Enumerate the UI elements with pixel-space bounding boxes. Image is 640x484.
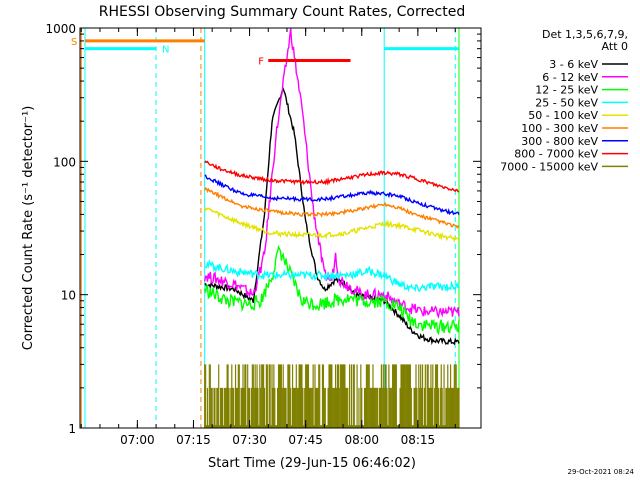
plot-frame bbox=[79, 27, 482, 429]
x-tick-label: 08:15 bbox=[401, 433, 436, 447]
legend-label: 3 - 6 keV bbox=[549, 58, 598, 71]
series-line-3 bbox=[204, 259, 460, 293]
y-axis-ticks: 1 10 100 1000 bbox=[45, 22, 481, 436]
series-line-2 bbox=[204, 244, 460, 336]
y-tick-label: 1 bbox=[68, 422, 76, 436]
x-tick-label: 07:30 bbox=[232, 433, 267, 447]
chart-title: RHESSI Observing Summary Count Rates, Co… bbox=[99, 4, 465, 20]
x-axis-ticks: 07:00 07:15 07:30 07:45 08:00 08:15 bbox=[80, 28, 456, 447]
series-line-7 bbox=[204, 160, 459, 193]
legend-label: 800 - 7000 keV bbox=[514, 148, 598, 161]
x-tick-label: 07:45 bbox=[288, 433, 323, 447]
legend-label: 300 - 800 keV bbox=[521, 135, 598, 148]
y-tick-label: 1000 bbox=[45, 22, 76, 36]
series-line-0 bbox=[204, 86, 460, 346]
series-line-4 bbox=[204, 207, 460, 243]
y-tick-label: 100 bbox=[53, 155, 76, 169]
rate-bars bbox=[204, 364, 460, 428]
series-line-1 bbox=[204, 28, 460, 319]
legend-header-line1: Det 1,3,5,6,7,9, bbox=[542, 28, 628, 41]
flag-label: N bbox=[162, 45, 169, 56]
legend-label: 7000 - 15000 keV bbox=[500, 160, 598, 173]
series-lines bbox=[204, 28, 460, 346]
x-tick-label: 07:15 bbox=[176, 433, 211, 447]
plot-area: S N F bbox=[71, 28, 460, 428]
y-axis-label: Corrected Count Rate (s⁻¹ detector⁻¹) bbox=[21, 106, 36, 351]
legend-label: 50 - 100 keV bbox=[528, 109, 598, 122]
flag-label: F bbox=[258, 57, 264, 68]
flag-label: S bbox=[71, 37, 77, 48]
legend-label: 25 - 50 keV bbox=[535, 96, 598, 109]
x-axis-label: Start Time (29-Jun-15 06:46:02) bbox=[208, 456, 416, 471]
y-tick-label: 10 bbox=[61, 289, 76, 303]
flag-annotations: S N F bbox=[71, 37, 459, 68]
legend-label: 100 - 300 keV bbox=[521, 122, 598, 135]
footer-date: 29-Oct-2021 08:24 bbox=[568, 468, 635, 476]
vertical-markers bbox=[80, 28, 460, 428]
legend-label: 6 - 12 keV bbox=[542, 71, 598, 84]
x-tick-label: 07:00 bbox=[120, 433, 155, 447]
x-tick-label: 08:00 bbox=[344, 433, 379, 447]
legend-header-line2: Att 0 bbox=[602, 40, 628, 53]
series-line-5 bbox=[204, 187, 460, 229]
series-line-6 bbox=[204, 174, 460, 216]
legend-label: 12 - 25 keV bbox=[535, 84, 598, 97]
